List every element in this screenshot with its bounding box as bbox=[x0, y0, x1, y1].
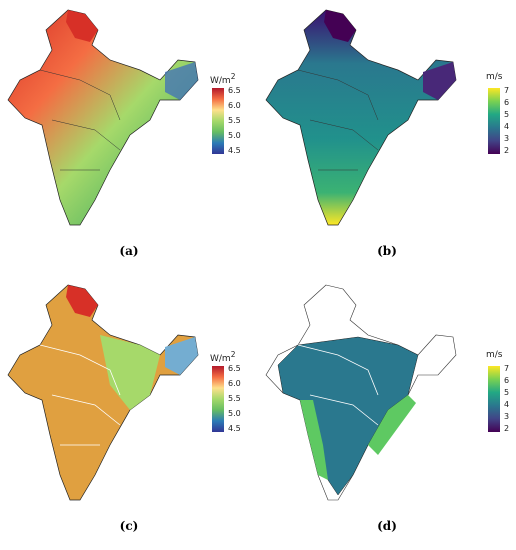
legend-tick: 3 bbox=[504, 412, 510, 421]
legend-tick: 5.0 bbox=[228, 409, 241, 418]
solar-irradiance-map bbox=[7, 284, 199, 501]
legend-tick: 6.5 bbox=[228, 86, 241, 95]
wind-speed-map bbox=[265, 284, 457, 501]
legend-tick: 4 bbox=[504, 400, 510, 409]
legend-tick: 5.5 bbox=[228, 394, 241, 403]
panel-caption: (a) bbox=[119, 244, 139, 258]
legend-tick: 3 bbox=[504, 134, 510, 143]
legend-title: m/s bbox=[486, 72, 503, 82]
legend-title: W/m2 bbox=[210, 350, 236, 364]
legend-tick: 6.0 bbox=[228, 101, 241, 110]
wind-speed-map bbox=[265, 9, 457, 226]
legend-tick: 6.0 bbox=[228, 379, 241, 388]
legend-colorbar bbox=[488, 88, 500, 154]
legend-tick: 2 bbox=[504, 424, 510, 433]
legend-tick: 6 bbox=[504, 376, 510, 385]
panel-b: m/s 7 6 5 4 3 2 (b) bbox=[258, 0, 516, 275]
legend-colorbar bbox=[212, 366, 224, 432]
legend-tick: 5.0 bbox=[228, 131, 241, 140]
legend-tick: 6 bbox=[504, 98, 510, 107]
legend-tick: 5 bbox=[504, 388, 510, 397]
legend-tick: 4 bbox=[504, 122, 510, 131]
panel-c: W/m2 6.5 6.0 5.5 5.0 4.5 (c) bbox=[0, 275, 258, 550]
panel-caption: (b) bbox=[377, 244, 397, 258]
panel-a: W/m2 6.5 6.0 5.5 5.0 4.5 (a) bbox=[0, 0, 258, 275]
legend-tick: 5.5 bbox=[228, 116, 241, 125]
legend-tick: 2 bbox=[504, 146, 510, 155]
legend-tick: 7 bbox=[504, 86, 510, 95]
legend-title: m/s bbox=[486, 350, 503, 360]
panel-caption: (c) bbox=[119, 519, 139, 533]
legend-tick: 4.5 bbox=[228, 424, 241, 433]
solar-irradiance-map bbox=[7, 9, 199, 226]
legend-tick: 5 bbox=[504, 110, 510, 119]
legend-title: W/m2 bbox=[210, 72, 236, 86]
legend-colorbar bbox=[488, 366, 500, 432]
panel-caption: (d) bbox=[377, 519, 397, 533]
legend-tick: 7 bbox=[504, 364, 510, 373]
legend-tick: 4.5 bbox=[228, 146, 241, 155]
legend-colorbar bbox=[212, 88, 224, 154]
legend-tick: 6.5 bbox=[228, 364, 241, 373]
panel-d: m/s 7 6 5 4 3 2 (d) bbox=[258, 275, 516, 550]
